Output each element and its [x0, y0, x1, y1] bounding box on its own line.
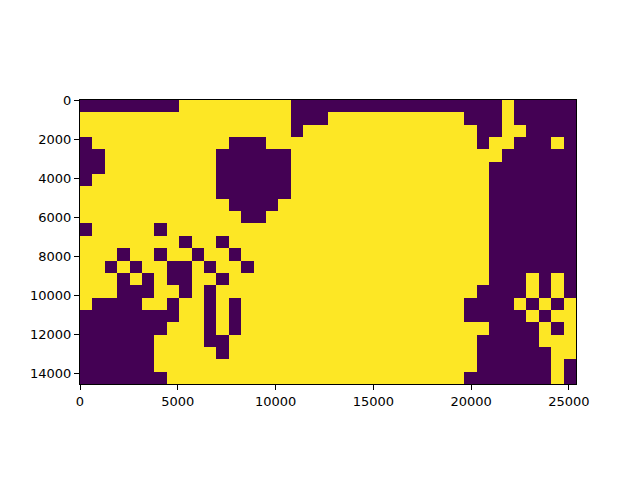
- svg-text:5000: 5000: [161, 394, 194, 409]
- svg-text:2000: 2000: [38, 132, 71, 147]
- svg-text:15000: 15000: [353, 394, 394, 409]
- svg-text:4000: 4000: [38, 171, 71, 186]
- svg-text:0: 0: [76, 394, 84, 409]
- svg-text:0: 0: [63, 93, 71, 108]
- svg-text:10000: 10000: [255, 394, 296, 409]
- svg-text:6000: 6000: [38, 210, 71, 225]
- svg-text:12000: 12000: [30, 327, 71, 342]
- svg-text:8000: 8000: [38, 249, 71, 264]
- svg-text:20000: 20000: [450, 394, 491, 409]
- svg-text:25000: 25000: [548, 394, 589, 409]
- svg-text:10000: 10000: [30, 288, 71, 303]
- svg-text:14000: 14000: [30, 366, 71, 381]
